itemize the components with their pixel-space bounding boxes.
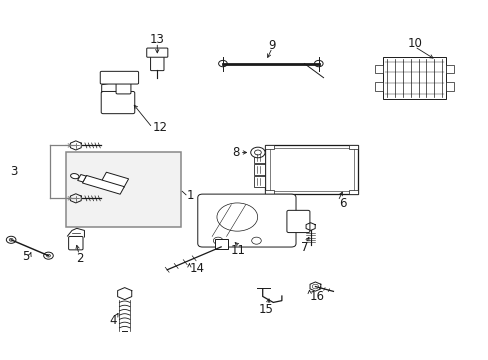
Circle shape (250, 147, 264, 158)
Bar (348, 190, 358, 194)
Circle shape (213, 237, 223, 244)
Bar (254, 152, 264, 163)
Text: 7: 7 (301, 241, 308, 254)
FancyBboxPatch shape (68, 237, 83, 250)
Polygon shape (102, 172, 128, 188)
FancyBboxPatch shape (116, 81, 131, 94)
Text: 8: 8 (232, 146, 239, 159)
Circle shape (254, 150, 261, 155)
Bar (254, 176, 264, 188)
FancyBboxPatch shape (197, 194, 295, 247)
Polygon shape (215, 239, 228, 249)
Bar (264, 190, 274, 194)
Text: 2: 2 (76, 252, 83, 265)
Circle shape (46, 254, 50, 257)
Circle shape (218, 60, 227, 67)
Text: 3: 3 (10, 165, 17, 179)
Circle shape (9, 238, 13, 241)
Polygon shape (78, 175, 86, 182)
Circle shape (251, 237, 261, 244)
FancyBboxPatch shape (146, 48, 167, 57)
Text: 5: 5 (22, 251, 30, 264)
Bar (66, 153, 181, 226)
Bar (374, 82, 383, 91)
Polygon shape (264, 145, 358, 194)
Text: 13: 13 (149, 33, 164, 46)
Bar (445, 82, 453, 91)
Polygon shape (82, 175, 124, 194)
Bar (254, 164, 264, 175)
Text: 4: 4 (109, 314, 117, 327)
Ellipse shape (70, 174, 79, 179)
Text: 9: 9 (267, 39, 275, 52)
Bar (374, 65, 383, 73)
Bar (348, 145, 358, 149)
Text: 11: 11 (231, 244, 245, 257)
Bar (264, 145, 274, 149)
Bar (445, 65, 453, 73)
Text: 15: 15 (258, 303, 273, 316)
Circle shape (314, 60, 323, 67)
Text: 6: 6 (339, 198, 346, 211)
Text: 16: 16 (309, 290, 324, 303)
FancyBboxPatch shape (150, 55, 163, 71)
Text: 14: 14 (189, 262, 204, 275)
Circle shape (312, 284, 318, 289)
Bar (383, 57, 445, 99)
FancyBboxPatch shape (100, 71, 138, 84)
Text: 10: 10 (407, 37, 422, 50)
FancyBboxPatch shape (101, 91, 135, 114)
Text: 1: 1 (186, 189, 194, 202)
Text: 12: 12 (152, 121, 167, 134)
Circle shape (6, 236, 16, 243)
FancyBboxPatch shape (286, 210, 309, 233)
Circle shape (43, 252, 53, 259)
